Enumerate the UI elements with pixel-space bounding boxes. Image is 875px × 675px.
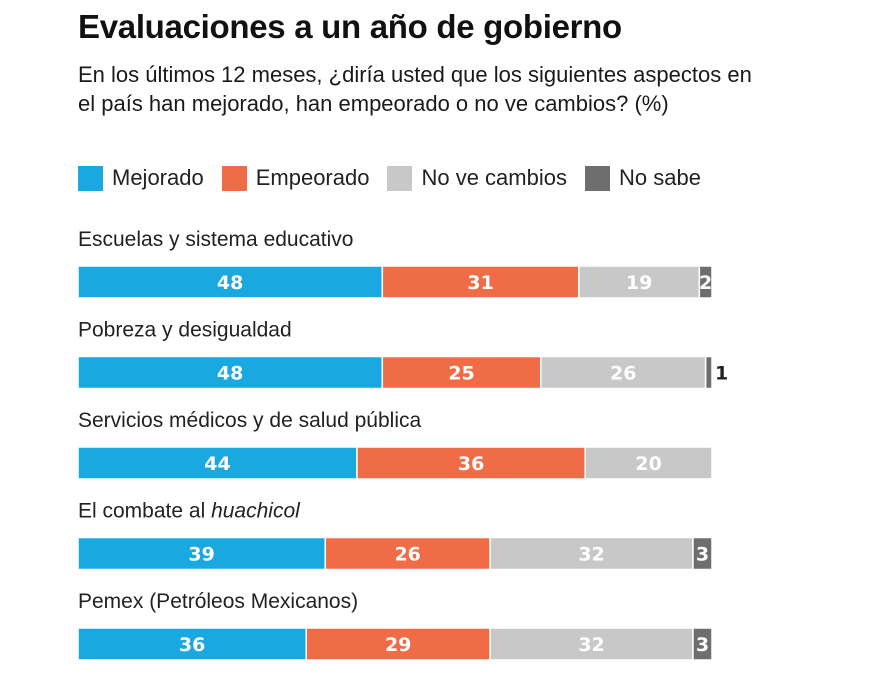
bar-no-sabe-2 xyxy=(704,355,713,390)
bar-mejorado-5 xyxy=(77,627,307,661)
data-label-no-ve-cambios-5: 32 xyxy=(578,634,604,656)
data-label-mejorado-3: 44 xyxy=(204,453,230,475)
category-label-pobreza-y-desigualdad: Pobreza y desigualdad xyxy=(78,319,292,342)
legend-swatch-no-ve-cambios xyxy=(387,165,413,191)
legend-item-mejorado: Mejorado xyxy=(78,165,204,191)
bar-no-sabe-4 xyxy=(692,536,713,571)
category-label-pemex-petroleos-mexicanos: Pemex (Petróleos Mexicanos) xyxy=(78,590,358,613)
data-label-no-ve-cambios-2: 26 xyxy=(610,363,636,385)
bar-no-ve-cambios-3 xyxy=(584,446,713,480)
data-label-empeorado-4: 26 xyxy=(394,544,420,566)
data-label-mejorado-1: 48 xyxy=(217,272,243,294)
data-label-no-sabe-2: 1 xyxy=(715,363,728,385)
legend-item-empeorado: Empeorado xyxy=(221,165,370,191)
data-label-empeorado-3: 36 xyxy=(458,453,484,475)
data-label-empeorado-1: 31 xyxy=(467,272,493,294)
chart-subtitle: En los últimos 12 meses, ¿diría usted qu… xyxy=(78,62,752,116)
data-label-mejorado-5: 36 xyxy=(179,634,205,656)
category-label-escuelas-y-sistema-educativo: Escuelas y sistema educativo xyxy=(78,228,353,251)
category-label-el-combate-al-huachicol: El combate al huachicol xyxy=(78,500,301,523)
data-label-mejorado-2: 48 xyxy=(217,363,243,385)
data-label-no-sabe-1: 2 xyxy=(699,272,712,294)
legend: Mejorado Empeorado No ve cambios No sabe xyxy=(78,165,719,191)
legend-swatch-empeorado xyxy=(221,165,247,191)
legend-label-no-ve-cambios: No ve cambios xyxy=(421,165,567,190)
bar-no-ve-cambios-4 xyxy=(489,536,694,571)
data-label-no-sabe-4: 3 xyxy=(696,544,709,566)
legend-item-no-sabe: No sabe xyxy=(584,165,701,191)
category-label-servicios-medicos-y-de-salud-publica: Servicios médicos y de salud pública xyxy=(78,409,421,432)
bar-empeorado-2 xyxy=(381,355,542,390)
data-label-no-ve-cambios-1: 19 xyxy=(626,272,652,294)
bar-mejorado-3 xyxy=(77,446,358,480)
data-label-no-sabe-5: 3 xyxy=(696,634,709,656)
data-label-mejorado-4: 39 xyxy=(188,544,214,566)
data-label-empeorado-2: 25 xyxy=(448,363,474,385)
bar-empeorado-5 xyxy=(305,627,491,661)
bar-no-sabe-5 xyxy=(692,627,713,661)
bar-mejorado-2 xyxy=(77,355,384,390)
data-label-no-ve-cambios-4: 32 xyxy=(578,544,604,566)
legend-item-no-ve-cambios: No ve cambios xyxy=(387,165,567,191)
bar-mejorado-4 xyxy=(77,536,327,571)
legend-label-empeorado: Empeorado xyxy=(255,165,370,190)
chart-title: Evaluaciones a un año de gobierno xyxy=(78,8,622,45)
legend-label-mejorado: Mejorado xyxy=(112,165,204,190)
legend-swatch-no-sabe xyxy=(584,165,610,191)
bar-empeorado-3 xyxy=(356,446,586,480)
legend-swatch-mejorado xyxy=(78,165,103,191)
bar-no-ve-cambios-1 xyxy=(578,265,701,299)
bar-no-sabe-1 xyxy=(698,265,713,299)
data-label-no-ve-cambios-3: 20 xyxy=(635,453,661,475)
data-label-empeorado-5: 29 xyxy=(385,634,411,656)
legend-label-no-sabe: No sabe xyxy=(618,165,701,190)
bar-empeorado-4 xyxy=(324,536,491,571)
